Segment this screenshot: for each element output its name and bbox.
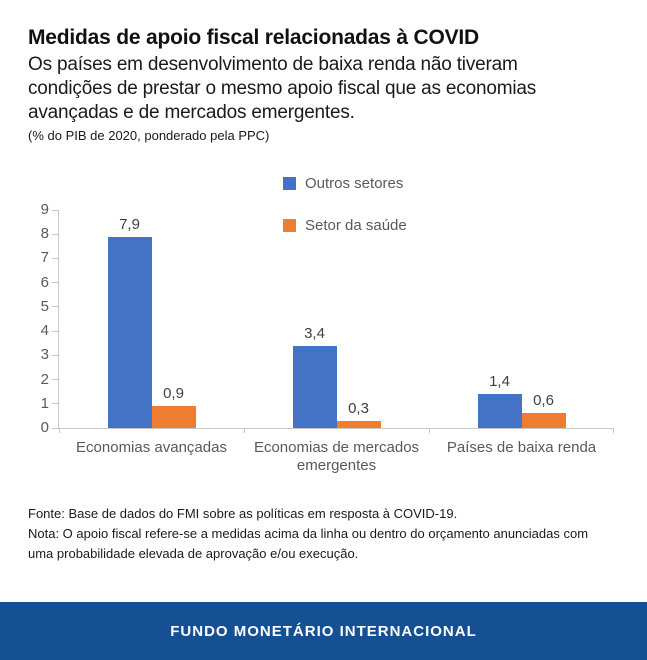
y-axis-label: 5: [40, 297, 49, 315]
bar-setor-da-saude: [336, 420, 381, 428]
x-axis-tick: [429, 428, 430, 433]
y-axis-label: 0: [40, 419, 49, 436]
bar-value-label: 1,4: [489, 373, 510, 391]
chart-legend: Outros setores Setor da saúde: [283, 175, 407, 260]
y-axis-label: 9: [40, 201, 49, 218]
y-axis-label: 4: [40, 322, 49, 340]
y-axis-label: 8: [40, 225, 49, 243]
legend-item-setor-da-saude: Setor da saúde: [283, 217, 407, 234]
x-axis-tick: [244, 428, 245, 433]
legend-swatch-blue-icon: [283, 177, 296, 190]
legend-label: Setor da saúde: [305, 217, 407, 234]
y-axis-tick: [52, 427, 58, 429]
x-axis-category-label: Economias de mercados emergentes: [253, 439, 420, 474]
y-axis-label: 1: [40, 394, 49, 412]
legend-item-outros-setores: Outros setores: [283, 175, 407, 192]
legend-label: Outros setores: [305, 175, 404, 192]
chart-title: Medidas de apoio fiscal relacionadas à C…: [28, 26, 480, 49]
source-note: Fonte: Base de dados do FMI sobre as pol…: [28, 506, 458, 521]
y-axis-tick: [52, 379, 58, 381]
y-axis-tick: [52, 306, 58, 308]
y-axis-tick: [52, 354, 58, 356]
x-axis-category-label: Países de baixa renda: [446, 439, 597, 456]
bar-outros-setores: [477, 394, 522, 428]
x-axis-category-label: Economias avançadas: [76, 439, 227, 456]
bar-value-label: 3,4: [304, 324, 325, 342]
bar-outros-setores: [292, 345, 337, 428]
bar-value-label: 0,6: [533, 392, 554, 410]
y-axis-label: 7: [40, 249, 49, 267]
bar-value-label: 0,9: [163, 385, 184, 403]
methodology-note: Nota: O apoio fiscal refere-se a medidas…: [28, 526, 589, 561]
y-axis-tick: [52, 209, 58, 211]
y-axis-tick: [52, 282, 58, 284]
y-axis-tick: [52, 330, 58, 332]
y-axis-tick: [52, 233, 58, 235]
header: Medidas de apoio fiscal relacionadas à C…: [28, 24, 620, 143]
bar-chart-plot-area: 0 1 2 3 4 5 6 7 8 9 7,9 0,9 Economias avançadas 3,4 0,…: [41, 201, 614, 474]
chart-subtitle: Os países em desenvolvimento de baixa re…: [28, 54, 537, 123]
y-axis-tick: [52, 403, 58, 405]
legend-swatch-orange-icon: [283, 219, 296, 232]
bar-setor-da-saude: [151, 406, 196, 428]
unit-note: (% do PIB de 2020, ponderado pela PPC): [28, 128, 270, 143]
x-axis-tick: [59, 428, 60, 433]
bar-value-label: 7,9: [119, 215, 140, 233]
y-axis-tick: [52, 257, 58, 259]
y-axis-label: 6: [40, 273, 49, 291]
bar-value-label: 0,3: [348, 399, 369, 417]
imf-banner: FUNDO MONETÁRIO INTERNACIONAL: [0, 602, 647, 660]
bar-outros-setores: [107, 236, 152, 428]
y-axis-label: 2: [40, 370, 49, 388]
banner-title: FUNDO MONETÁRIO INTERNACIONAL: [170, 622, 477, 640]
footer-notes: Fonte: Base de dados do FMI sobre as pol…: [28, 504, 613, 564]
y-axis-label: 3: [40, 346, 49, 364]
x-axis-tick: [613, 428, 614, 433]
bar-setor-da-saude: [521, 413, 566, 428]
